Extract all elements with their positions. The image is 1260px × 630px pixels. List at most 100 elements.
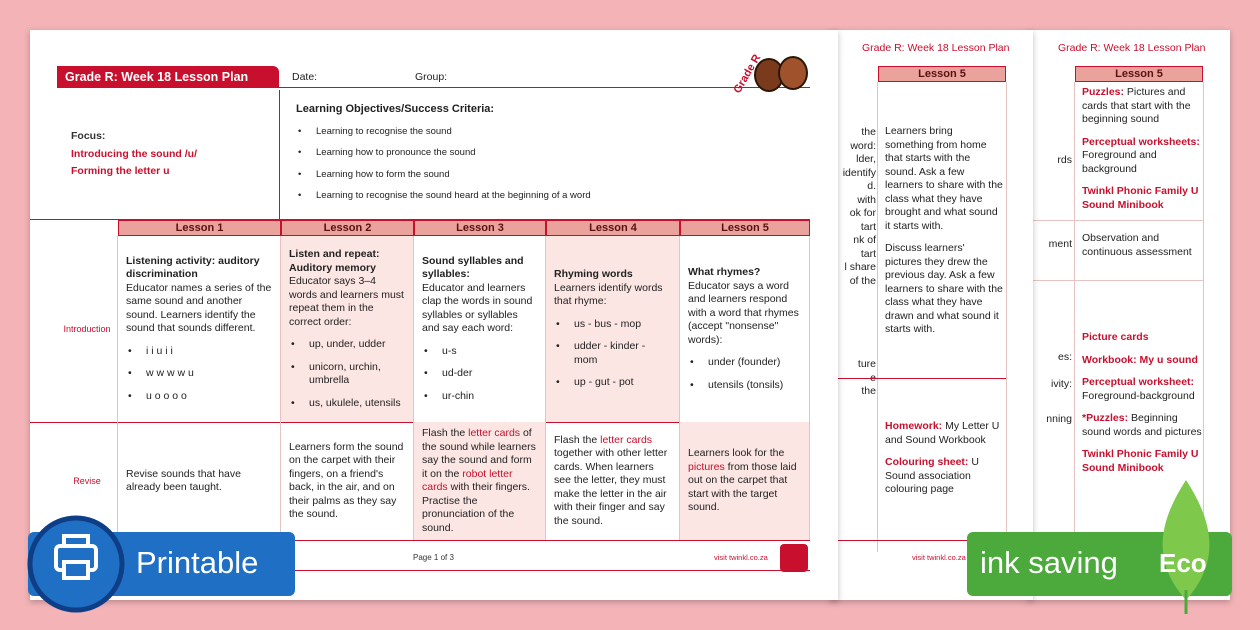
text-run: Flash the — [422, 427, 469, 439]
clipped-fragment: nk of — [853, 234, 876, 246]
table-cell: Learners look for the pictures from thos… — [680, 422, 810, 540]
footer-line — [830, 540, 1006, 541]
resource-column: Homework: My Letter U and Sound Workbook… — [885, 420, 1003, 506]
resource-item: Perceptual worksheet: Foreground-backgro… — [1082, 376, 1202, 403]
clipped-fragment: identify — [842, 166, 876, 179]
lesson-header: Lesson 4 — [546, 220, 680, 236]
resource-text: Foreground and background — [1082, 149, 1157, 175]
footer-site: visit twinkl.co.za — [912, 553, 966, 562]
cell-content: Flash the letter cards together with oth… — [554, 434, 671, 529]
cell-bullet: us - bus - mop — [554, 318, 671, 332]
resource-label: *Puzzles: — [1082, 412, 1129, 424]
ink-saving-label: ink saving — [980, 545, 1118, 580]
cell-bullet: u-s — [422, 345, 537, 359]
resource-label: Homework: — [885, 420, 943, 432]
resource-label: Picture cards — [1082, 331, 1149, 343]
cell-bullet: utensils (tonsils) — [688, 379, 801, 393]
clipped-fragment: l share — [844, 261, 876, 273]
header-tab: Grade R: Week 18 Lesson Plan — [57, 66, 279, 88]
cell-paragraph: Flash the letter cards of the sound whil… — [422, 427, 537, 535]
text-run: Learners form the sound on the carpet wi… — [289, 440, 404, 521]
row-divider — [830, 378, 1006, 379]
cell-heading: Listen and repeat: Auditory memory — [289, 248, 380, 274]
cell-bullet: u o o o o — [126, 390, 272, 404]
clipped-fragment: ture — [857, 358, 876, 370]
third-page: Grade R: Week 18 Lesson Plan Lesson 5 rds m… — [1028, 30, 1230, 600]
clipped-fragment: ment — [1048, 237, 1072, 250]
objective-item: Learning how to form the sound — [296, 168, 794, 182]
row-divider — [30, 540, 810, 541]
clipped-column: the word: lder, identify d. with ok for tart nk … — [832, 126, 876, 399]
resource-label: Twinkl Phonic Family U Sound Minibook — [1082, 185, 1199, 211]
clipped-fragment: tart — [860, 220, 876, 233]
lesson-header: Lesson 3 — [414, 220, 546, 236]
clipped-fragment: of the — [849, 274, 876, 287]
item-column: Picture cards Workbook: My u sound Percept… — [1082, 331, 1202, 484]
cell-bullet: us, ukulele, utensils — [289, 397, 405, 411]
cell-bullet: udder - kinder - mom — [554, 340, 671, 367]
text-run: together with other letter cards. When l… — [554, 447, 668, 527]
footer-line — [57, 570, 810, 571]
cell-content: What rhymes? Educator says a word and lea… — [688, 266, 801, 392]
text-run: from those laid out on the carpet that s… — [688, 460, 797, 514]
cell-bullet: w w w w u — [126, 367, 272, 381]
cell-content: Learners look for the pictures from thos… — [688, 447, 801, 515]
cell-heading: Sound syllables and syllables: — [422, 254, 524, 281]
resource-item: Puzzles: Pictures and cards that start w… — [1082, 86, 1202, 127]
table-top-line — [30, 219, 810, 220]
cell-paragraph: Revise sounds that have already been tau… — [126, 468, 272, 495]
cell-heading: What rhymes? — [688, 266, 761, 278]
resource-text: U Sound association colouring page — [885, 456, 979, 495]
clipped-fragment: e — [832, 372, 876, 386]
cell-heading: Rhyming words — [554, 268, 633, 281]
clipped-fragment: with — [857, 193, 876, 206]
clipped-fragment: the — [861, 385, 876, 397]
clipped-fragment: word: — [850, 139, 876, 152]
resource-item: Homework: My Letter U and Sound Workbook — [885, 420, 1003, 447]
cell-content: Rhyming words Learners identify words tha… — [554, 268, 671, 390]
cell-bullet: ud-der — [422, 367, 537, 381]
table-cell: Listening activity: auditory discriminat… — [118, 236, 281, 422]
resource-label: Colouring sheet: — [885, 456, 969, 468]
resource-item: Colouring sheet: U Sound association col… — [885, 456, 1003, 497]
objective-item: Learning how to pronounce the sound — [296, 146, 794, 160]
cell-content: Flash the letter cards of the sound whil… — [422, 427, 537, 535]
highlight: letter cards — [600, 433, 653, 446]
footer-page: Page 1 of 3 — [413, 553, 454, 562]
objective-item: Learning to recognise the sound heard at… — [296, 189, 794, 203]
lesson-header: Lesson 1 — [118, 220, 281, 236]
resource-label: Perceptual worksheets: — [1082, 135, 1200, 148]
printer-icon — [54, 534, 98, 580]
text-run: Learners look for the — [688, 447, 785, 460]
assessment: Observation and continuous assessment — [1082, 232, 1192, 258]
table-cell: Revise sounds that have already been tau… — [118, 422, 281, 540]
row-label: Introduction — [57, 236, 118, 422]
text-run: of the sound while learners say the soun… — [422, 427, 536, 480]
intro-paragraph: Learners bring something from home that … — [885, 125, 1003, 232]
resource-label: Perceptual worksheet: — [1082, 376, 1195, 388]
column-line — [1074, 82, 1075, 552]
focus-line: Forming the letter u — [71, 165, 170, 177]
cell-content: Listening activity: auditory discriminat… — [126, 255, 272, 404]
cell-content: Learners form the sound on the carpet wi… — [289, 441, 405, 522]
printable-label: Printable — [136, 545, 259, 580]
resource-label: Puzzles: — [1082, 86, 1125, 98]
resource-label: Workbook: My u sound — [1082, 353, 1198, 366]
clipped-column: rds ment es: ivity: nning — [1028, 154, 1072, 427]
leaf — [1162, 480, 1210, 600]
clipped-fragment: nning — [1046, 413, 1072, 425]
resource-item: Twinkl Phonic Family U Sound Minibook — [1082, 185, 1202, 212]
header-title: Grade R: Week 18 Lesson Plan — [862, 42, 1010, 54]
lesson-header: Lesson 5 — [878, 66, 1006, 82]
cell-content: Revise sounds that have already been tau… — [126, 468, 272, 495]
resource-text: Pictures and cards that start with the b… — [1082, 86, 1191, 125]
cell-text: Educator names a series of the same soun… — [126, 281, 272, 335]
clipped-fragment: ok for — [849, 207, 876, 219]
column-line — [1203, 82, 1204, 552]
table-cell: Flash the letter cards of the sound whil… — [414, 422, 546, 540]
cell-content: Sound syllables and syllables: Educator a… — [422, 255, 537, 404]
table-cell: Learners form the sound on the carpet wi… — [281, 422, 414, 540]
item-column: Puzzles: Pictures and cards that start w… — [1082, 86, 1202, 221]
